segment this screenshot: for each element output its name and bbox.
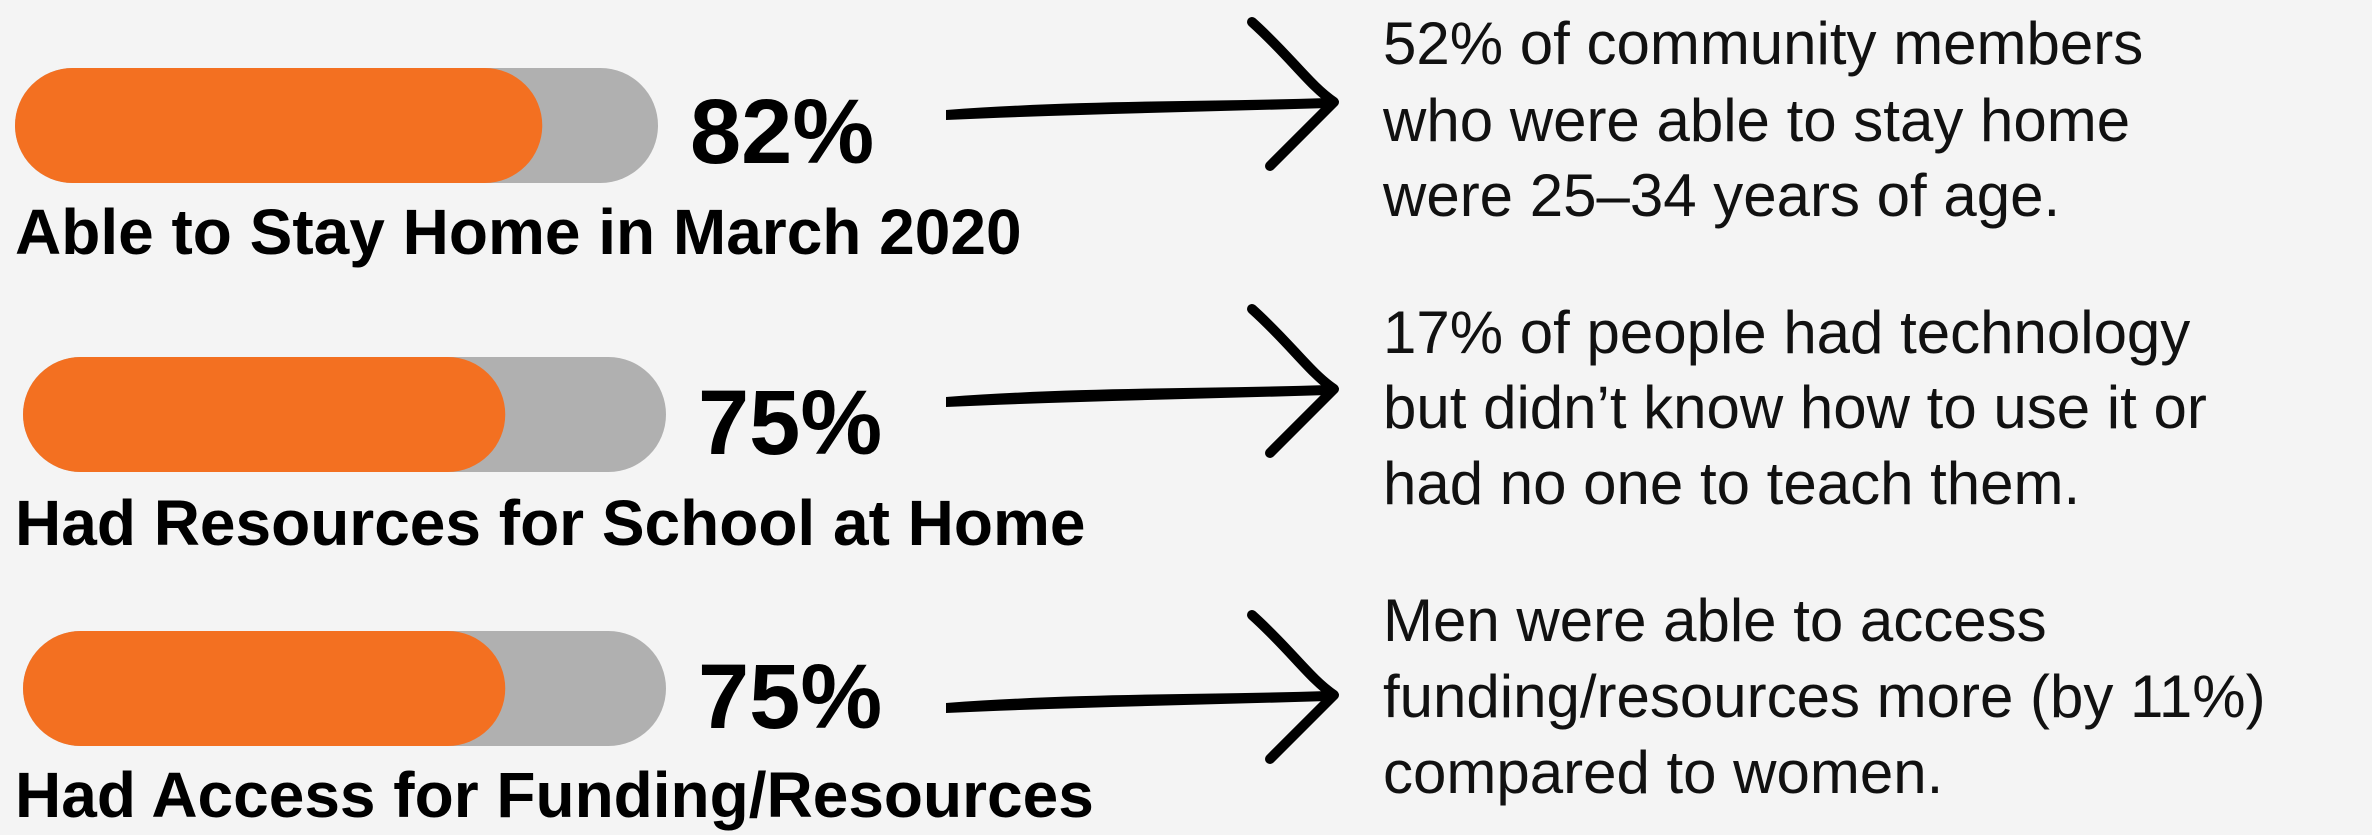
note-line: but didn’t know how to use it or [1383, 374, 2207, 441]
percent-label: 82% [690, 81, 874, 183]
stat-row: 82% Able to Stay Home in March 2020 52% of… [15, 10, 2143, 268]
arrow-shaft [946, 691, 1328, 713]
percent-label: 75% [698, 372, 882, 474]
note-line: had no one to teach them. [1383, 450, 2080, 517]
note-line: who were able to stay home [1382, 87, 2130, 154]
stat-row: 75% Had Access for Funding/Resources Men w… [15, 587, 2266, 831]
note-line: 52% of community members [1383, 10, 2143, 77]
stat-label: Had Resources for School at Home [15, 487, 1085, 559]
stat-label: Had Access for Funding/Resources [15, 759, 1094, 831]
stat-row: 75% Had Resources for School at Home 17% o… [15, 299, 2207, 559]
note-line: Men were able to access [1383, 587, 2047, 654]
stat-label: Able to Stay Home in March 2020 [15, 196, 1022, 268]
note-line: were 25–34 years of age. [1382, 162, 2060, 229]
arrow-shaft [946, 98, 1328, 120]
bar-fill [15, 68, 543, 183]
bar-fill [23, 357, 506, 472]
arrow-head [1247, 17, 1339, 171]
bar-fill [23, 631, 506, 746]
note-line: 17% of people had technology [1383, 299, 2190, 366]
arrow-head [1247, 304, 1339, 458]
note-line: compared to women. [1383, 739, 1943, 806]
arrow-head [1247, 610, 1339, 764]
percent-label: 75% [698, 646, 882, 748]
note-line: funding/resources more (by 11%) [1383, 663, 2266, 730]
arrow-shaft [946, 385, 1328, 407]
